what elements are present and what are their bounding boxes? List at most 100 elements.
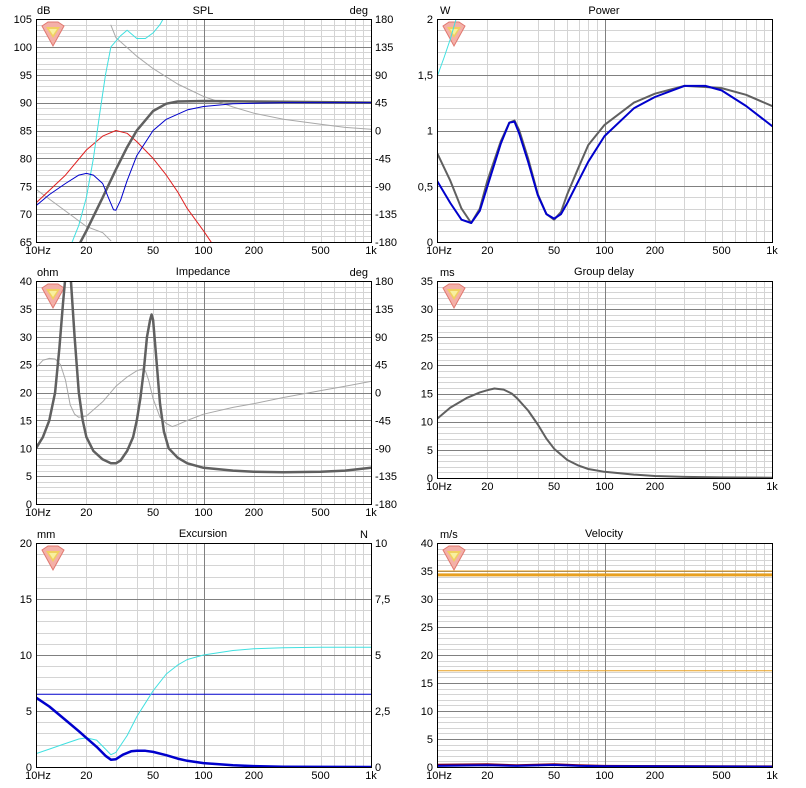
group-delay-y-tick-label: 25 bbox=[421, 332, 433, 344]
diamond-logo-icon bbox=[41, 283, 65, 310]
impedance-chart-title: Impedance bbox=[176, 266, 230, 278]
impedance-series-line-1 bbox=[36, 281, 371, 474]
power-y-tick-label: 1,5 bbox=[418, 70, 433, 82]
spl-series-line-0 bbox=[36, 188, 112, 242]
spl-y-tick-label: 95 bbox=[20, 70, 32, 82]
group-delay-y-tick-label: 20 bbox=[421, 360, 433, 372]
spl-y2-tick-label: -45 bbox=[375, 153, 391, 165]
impedance-y2-tick-label: 45 bbox=[375, 360, 387, 372]
impedance-series-group bbox=[36, 281, 371, 474]
velocity-x-tick-label: 20 bbox=[481, 770, 493, 782]
excursion-y-tick-label: 10 bbox=[20, 650, 32, 662]
power-x-tick-label: 200 bbox=[646, 245, 664, 257]
spl-y-tick-label: 70 bbox=[20, 209, 32, 221]
diamond-logo-icon bbox=[41, 545, 65, 572]
diamond-logo-icon bbox=[442, 545, 466, 572]
spl-x-tick-label: 200 bbox=[245, 245, 263, 257]
diamond-logo-icon bbox=[442, 21, 466, 48]
group-delay-chart-title: Group delay bbox=[574, 266, 634, 278]
group-delay-y-tick-label: 30 bbox=[421, 304, 433, 316]
velocity-x-tick-label: 100 bbox=[595, 770, 613, 782]
impedance-y-tick-label: 10 bbox=[20, 443, 32, 455]
velocity-y-tick-label: 15 bbox=[421, 678, 433, 690]
spl-x-tick-label: 50 bbox=[147, 245, 159, 257]
spl-x-tick-label: 10Hz bbox=[25, 245, 51, 257]
excursion-chart: Excursion mm N 10Hz 20 50 100 200 500 1k051015… bbox=[20, 528, 391, 782]
velocity-x-tick-label: 10Hz bbox=[426, 770, 452, 782]
spl-y-tick-label: 105 bbox=[14, 14, 32, 26]
impedance-y-tick-label: 15 bbox=[20, 415, 32, 427]
impedance-y2-tick-label: -135 bbox=[375, 471, 397, 483]
spl-x-tick-label: 100 bbox=[194, 245, 212, 257]
excursion-plot-frame bbox=[36, 543, 372, 768]
velocity-chart-y-unit: m/s bbox=[440, 529, 458, 541]
excursion-x-tick-label: 200 bbox=[245, 770, 263, 782]
spl-x-tick-label: 500 bbox=[311, 245, 329, 257]
power-series-group bbox=[437, 19, 772, 224]
diamond-logo-icon bbox=[41, 21, 65, 48]
velocity-chart: Velocity m/s 10Hz 20 50 100 200 500 1k 0 5 10 15 20… bbox=[421, 528, 779, 782]
excursion-x-tick-label: 10Hz bbox=[25, 770, 51, 782]
spl-y-tick-label: 75 bbox=[20, 181, 32, 193]
velocity-chart-title: Velocity bbox=[585, 528, 623, 540]
impedance-x-tick-label: 50 bbox=[147, 507, 159, 519]
velocity-y-tick-label: 25 bbox=[421, 622, 433, 634]
velocity-y-tick-label: 10 bbox=[421, 706, 433, 718]
excursion-y-tick-label: 5 bbox=[26, 706, 32, 718]
power-series-line-0 bbox=[437, 19, 457, 78]
impedance-chart-y-unit: ohm bbox=[37, 267, 58, 279]
group-delay-plot-frame bbox=[437, 281, 773, 479]
excursion-y2-tick-label: 5 bbox=[375, 650, 381, 662]
velocity-y-tick-label: 40 bbox=[421, 538, 433, 550]
spl-y-tick-label: 90 bbox=[20, 98, 32, 110]
group-delay-y-tick-label: 10 bbox=[421, 417, 433, 429]
velocity-y-tick-label: 30 bbox=[421, 594, 433, 606]
impedance-y2-tick-label: -45 bbox=[375, 415, 391, 427]
impedance-x-tick-label: 500 bbox=[311, 507, 329, 519]
excursion-series-line-2 bbox=[36, 696, 371, 767]
velocity-x-tick-label: 50 bbox=[548, 770, 560, 782]
excursion-x-tick-label: 1k bbox=[365, 770, 377, 782]
excursion-x-tick-label: 100 bbox=[194, 770, 212, 782]
velocity-series-line-4 bbox=[437, 764, 772, 767]
group-delay-series-group bbox=[437, 387, 772, 478]
power-x-tick-label: 50 bbox=[548, 245, 560, 257]
group-delay-x-tick-label: 10Hz bbox=[426, 481, 452, 493]
velocity-x-tick-label: 200 bbox=[646, 770, 664, 782]
spl-y2-tick-label: -90 bbox=[375, 181, 391, 193]
spl-y2-tick-label: 0 bbox=[375, 126, 381, 138]
power-x-tick-label: 1k bbox=[766, 245, 778, 257]
excursion-y2-tick-label: 7,5 bbox=[375, 594, 390, 606]
group-delay-x-tick-label: 20 bbox=[481, 481, 493, 493]
impedance-y2-tick-label: 180 bbox=[375, 276, 393, 288]
impedance-chart: Impedance ohm deg 10Hz 20 50 100 200 500 1k051… bbox=[20, 266, 397, 519]
impedance-y2-tick-label: -90 bbox=[375, 443, 391, 455]
group-delay-x-tick-label: 50 bbox=[548, 481, 560, 493]
velocity-y-tick-label: 0 bbox=[427, 762, 433, 774]
power-x-tick-label: 10Hz bbox=[426, 245, 452, 257]
impedance-y2-tick-label: 90 bbox=[375, 332, 387, 344]
group-delay-y-tick-label: 5 bbox=[427, 445, 433, 457]
power-y-tick-label: 2 bbox=[427, 14, 433, 26]
excursion-x-tick-label: 500 bbox=[311, 770, 329, 782]
spl-chart-title: SPL bbox=[193, 5, 214, 17]
spl-chart-y-unit: dB bbox=[37, 5, 50, 17]
spl-series-group bbox=[36, 19, 371, 242]
group-delay-x-tick-label: 200 bbox=[646, 481, 664, 493]
impedance-y-tick-label: 40 bbox=[20, 276, 32, 288]
spl-chart-y2-unit: deg bbox=[350, 5, 368, 17]
excursion-chart-y2-unit: N bbox=[360, 529, 368, 541]
spl-y-tick-label: 100 bbox=[14, 42, 32, 54]
spl-chart: SPL dB deg 10Hz 20 50 100 200 500 1k 65 70 75 80 85… bbox=[14, 5, 397, 257]
excursion-y-tick-label: 20 bbox=[20, 538, 32, 550]
spl-y2-tick-label: 180 bbox=[375, 14, 393, 26]
excursion-series-line-1 bbox=[36, 646, 371, 756]
group-delay-y-tick-label: 15 bbox=[421, 389, 433, 401]
power-chart-y-unit: W bbox=[440, 5, 451, 17]
impedance-y2-tick-label: -180 bbox=[375, 499, 397, 511]
group-delay-series-line-0 bbox=[437, 387, 772, 478]
impedance-y-tick-label: 20 bbox=[20, 388, 32, 400]
excursion-series-group bbox=[36, 646, 371, 767]
power-plot-frame bbox=[437, 19, 773, 243]
